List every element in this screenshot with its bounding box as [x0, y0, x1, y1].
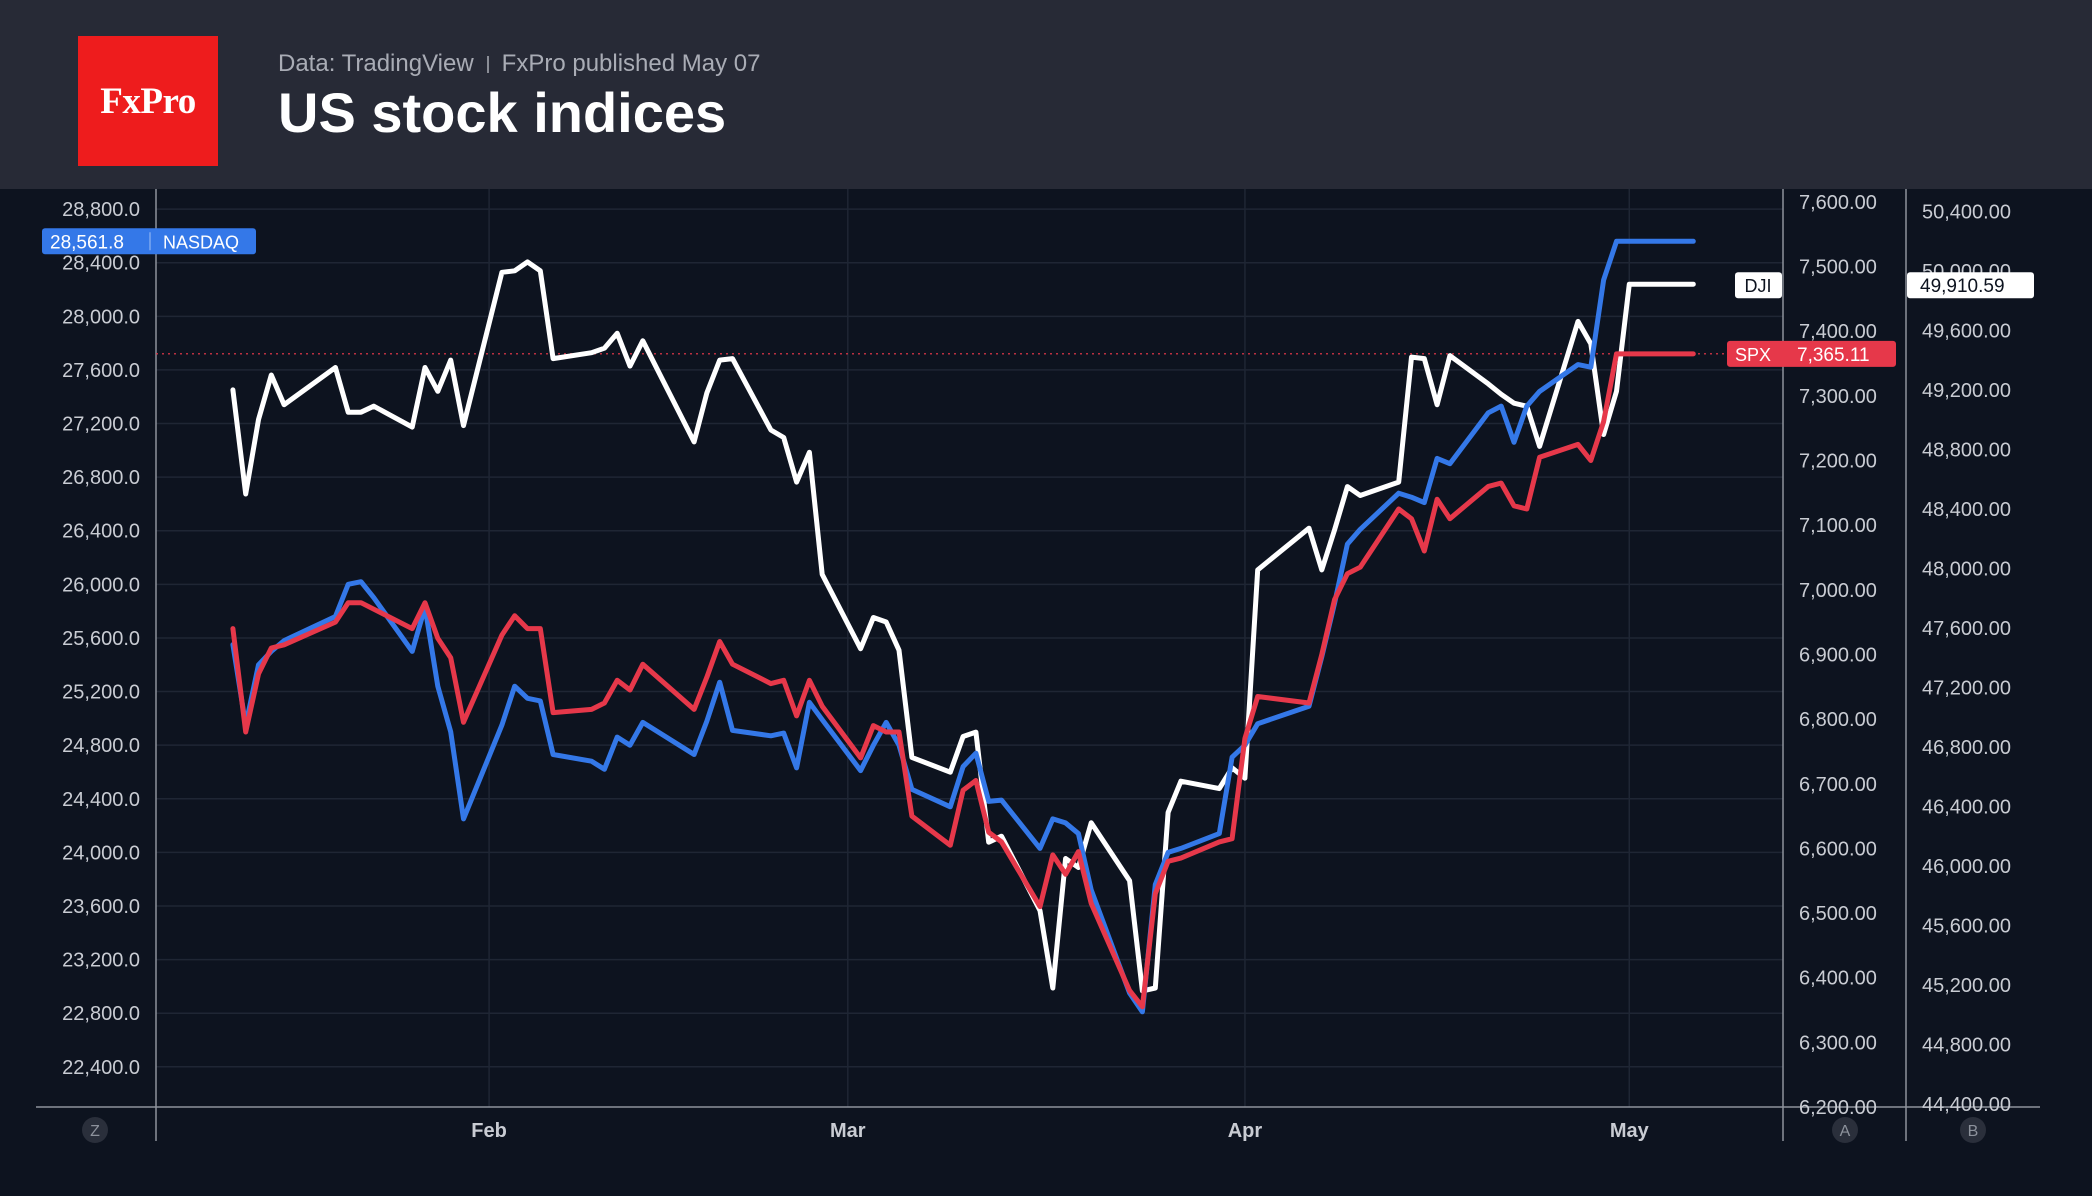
series-line-dji [230, 259, 1696, 994]
nasdaq-tick-label: 28,400.0 [62, 253, 140, 275]
spx-tick-label: 7,400.00 [1799, 321, 1877, 343]
spx-tick-label: 6,700.00 [1799, 774, 1877, 796]
fxpro-logo: FxPro [78, 36, 218, 166]
scale-button-left-label: Z [90, 1123, 100, 1140]
dji-tick-label: 46,800.00 [1922, 737, 2011, 759]
nasdaq-tick-label: 27,600.0 [62, 360, 140, 382]
spx-last-label: SPX 7,365.11 [1727, 340, 1896, 367]
nasdaq-label-box [42, 228, 256, 255]
nasdaq-last-label: 28,561.8 NASDAQ [42, 228, 256, 255]
spx-tick-label: 6,300.00 [1799, 1032, 1877, 1054]
series-line-nasdaq [230, 238, 1696, 1015]
nasdaq-tick-label: 24,400.0 [62, 789, 140, 811]
dji-tick-label: 45,600.00 [1922, 915, 2011, 937]
data-source: Data: TradingView [278, 50, 474, 77]
dji-tick-label: 44,400.00 [1922, 1094, 2011, 1116]
chart-area: 22,400.0 22,800.0 23,200.0 23,600.0 24,000.0… [36, 189, 2040, 1143]
nasdaq-tick-label: 26,800.0 [62, 467, 140, 489]
page-title: US stock indices [278, 81, 727, 144]
spx-tick-label: 7,000.00 [1799, 580, 1877, 602]
nasdaq-tick-label: 22,800.0 [62, 1003, 140, 1025]
dji-value-box [1907, 272, 2034, 299]
spx-tick-label: 7,200.00 [1799, 451, 1877, 473]
dji-series-name: DJI [1745, 276, 1772, 296]
nasdaq-tick-label: 22,400.0 [62, 1057, 140, 1079]
spx-tick-label: 7,100.00 [1799, 515, 1877, 537]
spx-tick-label: 6,200.00 [1799, 1097, 1877, 1119]
chart-labels: 28,561.8 NASDAQ DJI 49,910.59 SPX 7,365.11 [42, 228, 2034, 367]
nasdaq-series-name: NASDAQ [163, 232, 239, 252]
nasdaq-tick-label: 26,400.0 [62, 521, 140, 543]
spx-tick-label: 6,500.00 [1799, 903, 1877, 925]
nasdaq-tick-label: 23,200.0 [62, 950, 140, 972]
scale-button-spx-circle [1832, 1117, 1858, 1143]
spx-series-name: SPX [1735, 345, 1771, 365]
dji-tick-label: 46,400.00 [1922, 796, 2011, 818]
nasdaq-tick-label: 24,800.0 [62, 735, 140, 757]
scale-button-left-circle [82, 1117, 108, 1143]
dji-last-label: DJI 49,910.59 [1735, 272, 2034, 299]
dji-tick-label: 50,400.00 [1922, 201, 2011, 223]
dji-last-value: 49,910.59 [1920, 276, 2005, 297]
nasdaq-tick-label: 25,200.0 [62, 682, 140, 704]
series-line-spx [230, 351, 1696, 1010]
spx-tick-label: 6,800.00 [1799, 709, 1877, 731]
spx-tick-label: 6,900.00 [1799, 644, 1877, 666]
header-bar: FxPro Data: TradingView FxPro published … [0, 0, 2092, 189]
nasdaq-tick-label: 23,600.0 [62, 896, 140, 918]
chart-series-layer [156, 238, 1783, 1015]
nasdaq-tick-label: 27,200.0 [62, 414, 140, 436]
x-tick-label: Feb [471, 1120, 507, 1142]
chart-axes: 22,400.0 22,800.0 23,200.0 23,600.0 24,000.0… [36, 189, 2040, 1143]
spx-tick-label: 6,400.00 [1799, 968, 1877, 990]
scale-button-dji[interactable]: B [1960, 1117, 1986, 1143]
dji-tick-label: 47,200.00 [1922, 677, 2011, 699]
dji-tick-label: 47,600.00 [1922, 618, 2011, 640]
nasdaq-tick-label: 26,000.0 [62, 574, 140, 596]
scale-button-left[interactable]: Z [82, 1117, 108, 1143]
nasdaq-last-value: 28,561.8 [50, 232, 124, 253]
nasdaq-tick-label: 25,600.0 [62, 628, 140, 650]
scale-button-dji-label: B [1968, 1123, 1979, 1140]
spx-last-value: 7,365.11 [1797, 345, 1870, 366]
scale-button-spx-label: A [1840, 1123, 1851, 1140]
x-tick-label: Mar [830, 1120, 866, 1142]
scale-button-dji-circle [1960, 1117, 1986, 1143]
dji-tick-label: 48,400.00 [1922, 499, 2011, 521]
spx-tick-label: 7,300.00 [1799, 386, 1877, 408]
spx-tick-label: 6,600.00 [1799, 838, 1877, 860]
spx-tick-label: 7,600.00 [1799, 192, 1877, 214]
spx-label-box [1727, 340, 1896, 367]
spx-tick-label: 7,500.00 [1799, 257, 1877, 279]
scale-button-spx[interactable]: A [1832, 1117, 1858, 1143]
dji-name-box [1735, 272, 1782, 299]
nasdaq-tick-label: 28,000.0 [62, 306, 140, 328]
chart-grid [156, 189, 1783, 1107]
nasdaq-tick-label: 28,800.0 [62, 199, 140, 221]
dji-tick-label: 48,800.00 [1922, 439, 2011, 461]
dji-tick-label: 49,600.00 [1922, 320, 2011, 342]
publish-info: FxPro published May 07 [501, 50, 761, 77]
subtitle-separator [486, 55, 489, 73]
nasdaq-tick-label: 24,000.0 [62, 842, 140, 864]
x-tick-label: May [1610, 1120, 1650, 1142]
x-tick-label: Apr [1228, 1120, 1263, 1142]
dji-tick-label: 45,200.00 [1922, 975, 2011, 997]
dji-tick-label: 49,200.00 [1922, 380, 2011, 402]
dji-tick-label: 46,000.00 [1922, 856, 2011, 878]
dji-tick-label: 44,800.00 [1922, 1035, 2011, 1057]
dji-tick-label: 48,000.00 [1922, 558, 2011, 580]
chart-subtitle: Data: TradingView FxPro published May 07 [278, 48, 760, 80]
